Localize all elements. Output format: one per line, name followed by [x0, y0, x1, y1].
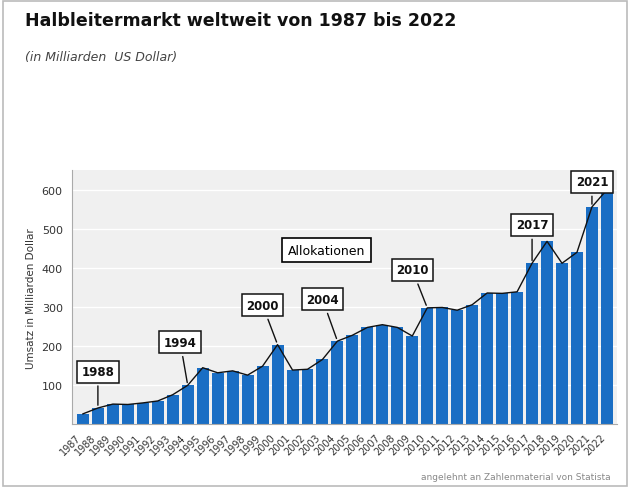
Bar: [451, 310, 463, 425]
Bar: [197, 368, 209, 425]
Bar: [137, 403, 149, 425]
Bar: [227, 371, 239, 425]
Bar: [212, 373, 224, 425]
Bar: [242, 375, 254, 425]
Bar: [541, 242, 553, 425]
Bar: [556, 264, 568, 425]
Bar: [287, 370, 299, 425]
Text: 2000: 2000: [246, 299, 279, 342]
Text: angelehnt an Zahlenmaterial von Statista: angelehnt an Zahlenmaterial von Statista: [421, 472, 611, 481]
Y-axis label: Umsatz in Milliarden Dollar: Umsatz in Milliarden Dollar: [26, 227, 36, 368]
Bar: [406, 336, 418, 425]
Text: 1994: 1994: [164, 336, 197, 383]
Text: 2021: 2021: [576, 176, 608, 205]
Text: 2010: 2010: [396, 264, 428, 305]
Bar: [466, 305, 478, 425]
Text: 2017: 2017: [516, 219, 548, 261]
Bar: [122, 405, 134, 425]
Text: Allokationen: Allokationen: [288, 244, 365, 257]
Text: 1988: 1988: [81, 366, 114, 406]
Bar: [152, 401, 164, 425]
Bar: [272, 345, 284, 425]
Bar: [391, 328, 403, 425]
Bar: [481, 293, 493, 425]
Bar: [92, 408, 104, 425]
Bar: [362, 328, 374, 425]
Text: 2004: 2004: [306, 293, 339, 339]
Bar: [601, 190, 613, 425]
Bar: [302, 369, 314, 425]
Bar: [346, 336, 358, 425]
Bar: [316, 360, 328, 425]
Bar: [376, 325, 388, 425]
Bar: [77, 414, 89, 425]
Bar: [331, 342, 343, 425]
Bar: [436, 308, 448, 425]
Bar: [511, 292, 523, 425]
Bar: [167, 395, 179, 425]
Bar: [586, 207, 598, 425]
Text: (in Milliarden  US Dollar): (in Milliarden US Dollar): [25, 51, 177, 64]
Bar: [181, 386, 193, 425]
Bar: [526, 264, 538, 425]
Text: Halbleitermarkt weltweit von 1987 bis 2022: Halbleitermarkt weltweit von 1987 bis 20…: [25, 12, 457, 30]
Bar: [256, 366, 268, 425]
Bar: [421, 308, 433, 425]
Bar: [496, 294, 508, 425]
Bar: [571, 253, 583, 425]
Bar: [107, 404, 119, 425]
